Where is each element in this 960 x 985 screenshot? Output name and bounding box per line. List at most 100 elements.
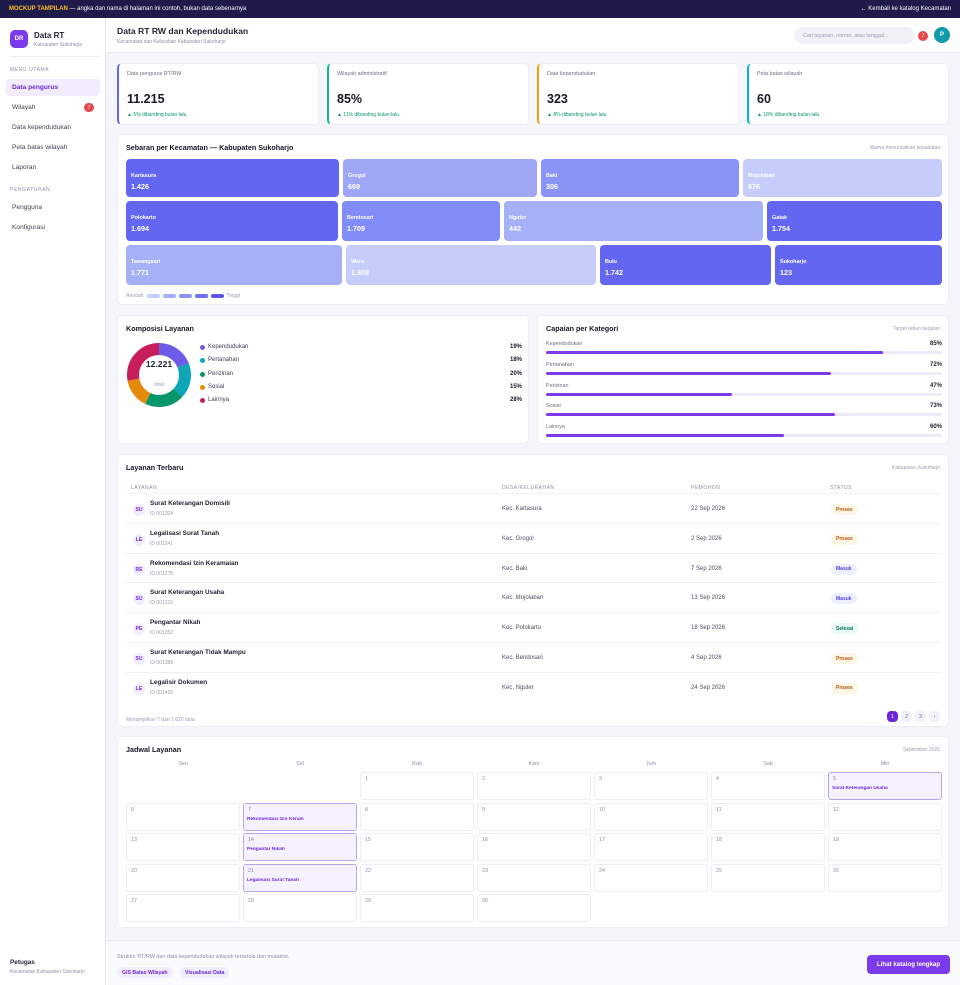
calendar-day[interactable]: 18	[711, 833, 825, 861]
calendar-day[interactable]: 20	[126, 863, 240, 892]
chip-visualisasi-data[interactable]: Visualisasi Data	[180, 967, 230, 978]
service-date: 2 Sep 2026	[691, 535, 722, 542]
calendar-day[interactable]: 7 Rekomendasi Izin Keram	[243, 802, 357, 831]
sidebar-item-laporan[interactable]: Laporan	[6, 159, 100, 176]
calendar-day[interactable]: 22	[360, 863, 474, 892]
treemap-tile[interactable]: Polokarto 1.694	[126, 201, 338, 241]
treemap-tile[interactable]: Gatak 1.754	[767, 201, 942, 241]
treemap-tile[interactable]: Grogol 669	[343, 159, 537, 197]
notification-badge[interactable]: 7	[918, 31, 928, 41]
calendar-day[interactable]: 14 Pengantar Nikah	[243, 833, 357, 861]
footer-note: Struktur RT/RW dan data kependudukan wil…	[117, 954, 290, 960]
calendar-day[interactable]: 29	[360, 894, 474, 922]
calendar-day[interactable]: 1	[360, 772, 474, 800]
next-page-button[interactable]: ›	[929, 711, 940, 722]
calendar-day[interactable]: 25	[711, 863, 825, 892]
treemap-tile[interactable]: Mojolaban 676	[743, 159, 942, 197]
sidebar-divider	[10, 56, 100, 57]
brand-logo: DR	[10, 30, 28, 48]
calendar-day[interactable]: 30	[477, 894, 591, 922]
calendar-day[interactable]: 10	[594, 802, 708, 831]
sidebar-item-data-kependudukan[interactable]: Data kependudukan	[6, 119, 100, 136]
sidebar-item-data-pengurus[interactable]: Data pengurus	[6, 79, 100, 96]
sidebar-item-konfigurasi[interactable]: Konfigurasi	[6, 219, 100, 236]
treemap-tile[interactable]: Tawangsari 1.771	[126, 245, 342, 285]
tile-value: 676	[748, 182, 760, 191]
calendar-day[interactable]: 2	[477, 772, 591, 800]
calendar-day[interactable]: 23	[477, 863, 591, 892]
calendar-day[interactable]: 3	[594, 772, 708, 800]
day-number: 9	[482, 806, 485, 813]
treemap-card: Sebaran per Kecamatan — Kabupaten Sukoha…	[117, 134, 949, 305]
table-row[interactable]: LE Legalisasi Surat Tanah ID 001241 Kec. Gr…	[126, 522, 940, 553]
stat-delta: ▲ 18% dibanding bulan lalu	[757, 112, 820, 118]
calendar-event[interactable]: Pengantar Nikah	[247, 847, 285, 852]
calendar-day[interactable]: 11	[711, 802, 825, 831]
calendar-day[interactable]: 27	[126, 894, 240, 922]
achievement-note: Target tahun berjalan	[893, 326, 940, 332]
calendar-day[interactable]: 21 Legalisasi Surat Tanah	[243, 863, 357, 892]
sidebar-item-pengguna[interactable]: Pengguna	[6, 199, 100, 216]
progress-fill	[546, 351, 883, 354]
page-3-button[interactable]: 3	[915, 711, 926, 722]
search-input[interactable]: Cari layanan, nomor, atau tanggal...	[794, 27, 915, 44]
table-row[interactable]: RE Rekomendasi Izin Keramaian ID 001278 Kec…	[126, 552, 940, 583]
tile-name: Kartasura	[131, 173, 157, 179]
table-row[interactable]: LE Legalisir Dokumen ID 001426 Kec. Nguter 2…	[126, 671, 940, 702]
calendar-event[interactable]: Legalisasi Surat Tanah	[247, 877, 299, 883]
progress-label: Lainnya	[546, 424, 565, 431]
calendar-day[interactable]: 16	[477, 833, 591, 861]
back-to-catalog-link[interactable]: ← Kembali ke katalog Kecamatan	[860, 6, 951, 12]
composition-donut	[127, 343, 191, 407]
sidebar-item-peta-batas-wilayah[interactable]: Peta batas wilayah	[6, 139, 100, 156]
calendar-day[interactable]: 4	[711, 772, 825, 800]
avatar[interactable]: P	[934, 27, 950, 43]
sidebar-item-label: Data pengurus	[12, 84, 59, 91]
service-date: 24 Sep 2026	[691, 684, 726, 691]
treemap-tile[interactable]: Kartasura 1.426	[126, 159, 339, 197]
treemap-tile[interactable]: Nguter 442	[504, 201, 763, 241]
calendar-day[interactable]: 12	[828, 802, 942, 831]
treemap-tile[interactable]: Sukoharjo 123	[775, 245, 942, 285]
tile-value: 669	[348, 182, 360, 191]
table-row[interactable]: PE Pengantar Nikah ID 001352 Kec. Polokarto…	[126, 612, 940, 642]
calendar-day[interactable]: 8	[360, 802, 474, 831]
treemap-tile[interactable]: Bulu 1.742	[600, 245, 771, 285]
calendar-day[interactable]: 9	[477, 802, 591, 831]
tile-name: Weru	[351, 259, 365, 265]
calendar-day[interactable]: 28	[243, 894, 357, 922]
table-row[interactable]: SU Surat Keterangan Usaha ID 001315 Kec. Mo…	[126, 582, 940, 612]
service-id: ID 001389	[150, 660, 174, 666]
weekday-header: Min	[880, 761, 890, 767]
page-2-button[interactable]: 2	[901, 711, 912, 722]
chip-gis-batas-wilayah[interactable]: GIS Batas Wilayah	[117, 967, 173, 978]
calendar-day[interactable]: 13	[126, 833, 240, 861]
treemap-tile[interactable]: Bendosari 1.709	[342, 201, 500, 241]
calendar-event[interactable]: Rekomendasi Izin Keram	[247, 816, 304, 822]
user-role: Petugas	[10, 959, 35, 966]
calendar-day[interactable]: 6	[126, 802, 240, 831]
sidebar-item-label: Peta batas wilayah	[12, 144, 68, 151]
treemap-tile[interactable]: Baki 306	[541, 159, 739, 197]
table-row[interactable]: SU Surat Keterangan Domisili ID 001204 Kec.…	[126, 493, 940, 523]
calendar-day[interactable]: 5 Surat Keterangan Usaha	[828, 772, 942, 800]
page-header: Data RT RW dan Kependudukan Kecamatan da…	[106, 18, 960, 53]
service-title: Rekomendasi Izin Keramaian	[150, 559, 239, 567]
calendar-day[interactable]: 26	[828, 863, 942, 892]
legend-name: Pertanahan	[208, 357, 240, 364]
calendar-day[interactable]: 19	[828, 833, 942, 861]
treemap-tile[interactable]: Weru 1.308	[346, 245, 596, 285]
sidebar-item-wilayah[interactable]: Wilayah 7	[6, 99, 100, 116]
calendar-event[interactable]: Surat Keterangan Usaha	[832, 786, 888, 791]
service-place: Kec. Bendosari	[502, 655, 543, 661]
calendar-day[interactable]: 24	[594, 863, 708, 892]
stat-delta: ▲ 8% dibanding bulan lalu	[547, 112, 607, 118]
table-row[interactable]: SU Surat Keterangan Tidak Mampu ID 001389 K…	[126, 642, 940, 672]
day-number: 27	[131, 898, 137, 904]
achievement-title: Capaian per Kategori	[546, 324, 619, 333]
view-catalog-button[interactable]: Lihat katalog lengkap	[867, 955, 950, 974]
calendar-day[interactable]: 17	[594, 833, 708, 861]
page-1-button[interactable]: 1	[887, 711, 898, 722]
sidebar-item-label: Data kependudukan	[12, 124, 72, 131]
calendar-day[interactable]: 15	[360, 833, 474, 861]
